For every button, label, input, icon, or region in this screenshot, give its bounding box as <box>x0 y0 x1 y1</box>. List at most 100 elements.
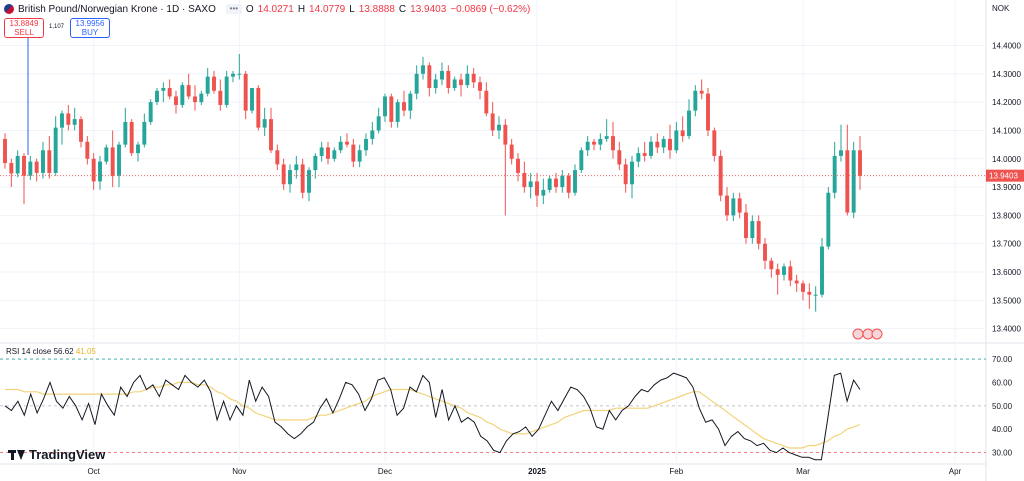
candle-body <box>161 87 166 91</box>
candle-body <box>465 73 470 86</box>
candle-body <box>801 283 805 292</box>
candle-body <box>674 130 679 151</box>
candle-body <box>813 294 818 296</box>
price-tick-label: 13.7000 <box>992 240 1021 249</box>
candle-body <box>174 96 178 105</box>
candle-body <box>452 79 457 88</box>
candle-body <box>345 141 349 145</box>
candle-body <box>459 79 463 86</box>
candle-body <box>478 82 482 91</box>
close-value: 13.9403 <box>410 3 447 15</box>
candle-body <box>693 90 698 111</box>
candle-body <box>269 119 273 151</box>
candle-body <box>319 147 324 156</box>
candle-body <box>22 155 26 176</box>
candle-body <box>338 141 343 151</box>
candle-body <box>421 65 425 74</box>
candle-body <box>275 150 280 165</box>
time-tick-label: Nov <box>232 467 246 476</box>
more-options-icon[interactable]: ••• <box>225 4 242 14</box>
candle-body <box>256 87 261 128</box>
price-tick-label: 13.6000 <box>992 268 1021 277</box>
price-tick-label: 14.1000 <box>992 126 1021 135</box>
candle-body <box>440 70 444 80</box>
candle-body <box>142 121 147 145</box>
tradingview-logo[interactable]: TradingView <box>8 447 105 462</box>
candle-body <box>85 141 90 159</box>
sell-label: SELL <box>14 28 34 37</box>
price-tick-label: 13.5000 <box>992 296 1021 305</box>
candle-body <box>250 87 254 111</box>
candle-body <box>756 221 761 244</box>
candle-body <box>649 141 653 156</box>
candle-body <box>680 130 685 137</box>
rsi-ma-line <box>5 381 861 449</box>
candle-body <box>566 175 571 193</box>
buy-button[interactable]: 13.9956 BUY <box>70 18 110 38</box>
candle-body <box>98 161 102 182</box>
price-tick-label: 13.8000 <box>992 211 1021 220</box>
candle-body <box>370 130 375 139</box>
chart-header: British Pound/Norwegian Krone · 1D · SAX… <box>4 2 530 16</box>
candle-body <box>300 164 305 193</box>
candle-body <box>820 246 824 295</box>
candle-body <box>3 138 7 164</box>
rsi-tick-label: 70.00 <box>992 355 1013 364</box>
close-label: C <box>398 3 407 15</box>
candle-body <box>851 150 856 213</box>
candle-body <box>60 113 64 128</box>
high-value: 14.0779 <box>309 3 346 15</box>
price-tick-label: 13.9000 <box>992 183 1021 192</box>
candle-body <box>845 150 850 213</box>
candle-body <box>47 150 52 173</box>
candle-body <box>592 141 596 145</box>
sell-button[interactable]: 13.8849 SELL <box>4 18 44 38</box>
candle-body <box>699 90 704 94</box>
candle-body <box>136 144 140 154</box>
candle-body <box>313 155 318 171</box>
candle-body <box>623 164 628 185</box>
candle-body <box>497 124 501 131</box>
candle-body <box>243 73 248 111</box>
rsi-header[interactable]: RSI 14 close 56.62 41.05 <box>6 347 96 356</box>
time-tick-label: 2025 <box>528 467 546 476</box>
open-value: 14.0271 <box>257 3 294 15</box>
candle-body <box>402 102 406 111</box>
candle-body <box>288 170 292 185</box>
candle-body <box>585 141 590 151</box>
tradingview-logo-icon <box>8 449 25 460</box>
candle-body <box>737 198 742 213</box>
change-value: −0.0869 (−0.62%) <box>450 3 531 15</box>
low-value: 13.8888 <box>358 3 395 15</box>
rsi-value: 56.62 <box>53 347 74 356</box>
candle-body <box>528 181 533 188</box>
candle-body <box>579 150 584 171</box>
candle-body <box>744 212 748 239</box>
price-tick-label: 14.4000 <box>992 41 1021 50</box>
candle-body <box>218 90 223 105</box>
candle-body <box>516 158 520 173</box>
currency-label[interactable]: NOK <box>992 4 1010 13</box>
candle-body <box>117 144 121 176</box>
event-badge-icon <box>871 328 883 340</box>
candle-body <box>414 73 419 94</box>
candle-body <box>262 119 267 128</box>
candle-body <box>9 163 14 174</box>
candle-body <box>503 124 508 145</box>
rsi-name: RSI 14 close <box>6 347 52 356</box>
price-tick-label: 13.4000 <box>992 325 1021 334</box>
candle-body <box>535 181 539 196</box>
candle-body <box>148 102 153 122</box>
symbol-title[interactable]: British Pound/Norwegian Krone · 1D · SAX… <box>18 3 216 15</box>
candle-body <box>408 93 413 111</box>
price-tick-label: 14.0000 <box>992 155 1021 164</box>
candle-body <box>655 141 660 148</box>
buy-price: 13.9956 <box>75 19 105 28</box>
low-label: L <box>349 3 355 15</box>
candle-body <box>427 65 432 88</box>
candle-body <box>617 150 622 165</box>
event-badge-icon <box>852 328 864 340</box>
rsi-line <box>4 372 861 461</box>
candle-body <box>446 70 451 88</box>
